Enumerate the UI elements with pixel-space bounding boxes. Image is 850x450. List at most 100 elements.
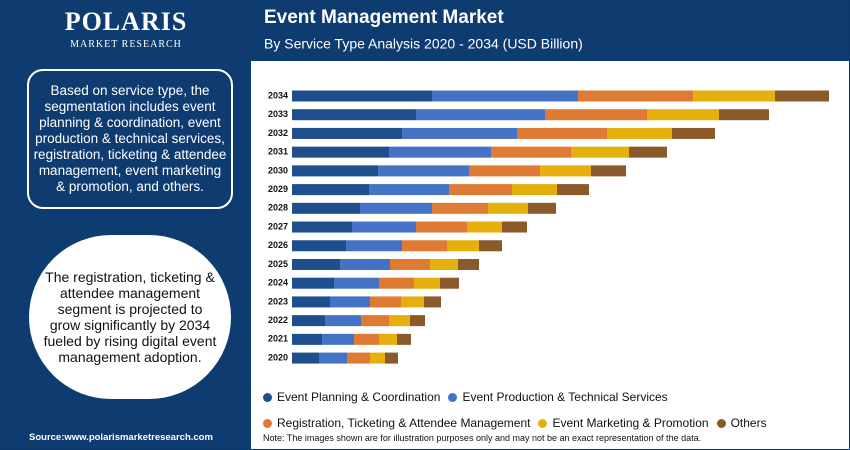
bar-segment [578,90,693,102]
y-tick-label: 2031 [268,147,288,157]
bar-segment [379,277,414,289]
chart-subtitle: By Service Type Analysis 2020 - 2034 (US… [264,36,583,52]
legend-swatch [448,392,458,402]
bar-segment [449,184,512,196]
bar-segment [292,352,319,364]
highlight-box: The registration, ticketing & attendee m… [27,233,233,401]
legend-label: Event Planning & Coordination [277,390,441,404]
logo: POLARIS [64,7,188,36]
bar-segment [346,240,402,252]
bar-segment [402,240,447,252]
bar-segment [488,202,528,214]
bar-segment [424,296,441,308]
y-tick-label: 2034 [268,90,288,100]
bar-segment [389,146,491,158]
bar-segment [292,202,360,214]
bar-segment [540,165,591,177]
bar-segment [325,315,361,327]
bar-segment [390,258,430,270]
bar-segment [347,352,370,364]
bar-segment [440,277,459,289]
bar-segment [334,277,379,289]
chart-title: Event Management Market [264,7,504,28]
bar-segment [416,109,545,121]
bar-segment [672,127,715,139]
bar-segment [292,90,432,102]
y-tick-label: 2024 [268,278,288,288]
bar-segment [775,90,829,102]
bar-segment [430,258,458,270]
bar-segment [397,333,411,345]
bar-segment [292,146,389,158]
bar-segment [330,296,370,308]
y-tick-label: 2032 [268,128,288,138]
bar-segment [719,109,769,121]
bar-segment [379,333,397,345]
bar-segment [528,202,556,214]
bar-segment [517,127,607,139]
y-tick-label: 2020 [268,352,288,362]
legend-swatch [263,418,272,428]
bar-segment [292,277,334,289]
highlight-text: The registration, ticketing & attendee m… [43,269,217,365]
bar-segment [361,315,389,327]
sidebar: POLARIS MARKET RESEARCH Based on service… [1,1,251,449]
y-tick-label: 2029 [268,184,288,194]
bar-segment [378,165,469,177]
bar-segment [292,333,322,345]
y-tick-label: 2028 [268,203,288,213]
bar-segment [340,258,390,270]
bar-segment [292,296,330,308]
legend: Event Planning & Coordination Event Produ… [263,390,803,430]
bar-segment [447,240,479,252]
bar-segment [607,127,672,139]
bar-segment [389,315,410,327]
legend-swatch [263,392,272,402]
y-tick-label: 2025 [268,259,288,269]
bar-segment [292,240,346,252]
bar-segment [402,127,517,139]
legend-label: Event Production & Technical Services [462,390,668,404]
bar-segment [385,352,398,364]
y-tick-label: 2023 [268,296,288,306]
bar-segment [557,184,589,196]
y-tick-label: 2027 [268,221,288,231]
bar-segment [512,184,557,196]
legend-label: Event Marketing & Promotion [552,416,709,430]
bar-segment [292,258,340,270]
note: Note: The images shown are for illustrat… [263,433,702,443]
bar-segment [469,165,540,177]
bar-segment [360,202,432,214]
legend-item: Others [716,416,767,430]
bar-segment [292,127,402,139]
y-tick-label: 2022 [268,315,288,325]
bar-segment [354,333,379,345]
legend-item: Event Marketing & Promotion [538,416,709,430]
bar-segment [319,352,347,364]
bar-segment [591,165,626,177]
legend-item: Event Planning & Coordination [263,390,440,404]
bar-segment [410,315,425,327]
bar-segment [571,146,629,158]
summary-box: Based on service type, the segmentation … [27,69,233,209]
legend-label: Registration, Ticketing & Attendee Manag… [277,416,531,430]
bar-segment [467,221,502,233]
bar-segment [401,296,424,308]
summary-text: Based on service type, the segmentation … [33,83,227,194]
bar-segment [479,240,502,252]
y-tick-label: 2033 [268,109,288,119]
bar-segment [629,146,667,158]
bar-segment [369,184,449,196]
bar-segment [414,277,440,289]
bar-segment [545,109,647,121]
bar-segment [370,352,385,364]
legend-swatch [538,418,548,428]
bar-segment [432,202,488,214]
bar-segment [352,221,416,233]
y-tick-label: 2021 [268,334,288,344]
legend-swatch [716,418,726,428]
bar-segment [416,221,467,233]
bar-segment [647,109,719,121]
bar-segment [292,184,369,196]
